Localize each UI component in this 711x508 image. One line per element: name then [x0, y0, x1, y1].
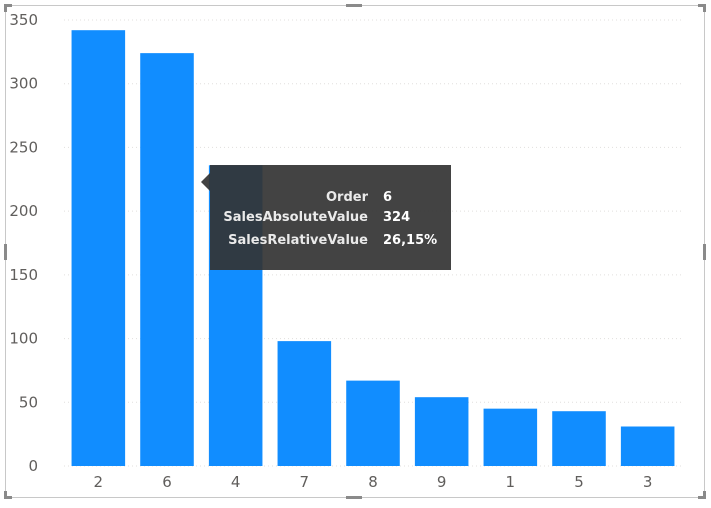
resize-handle-bottom-left-v[interactable] — [4, 491, 7, 499]
resize-handle-top-right[interactable] — [698, 4, 706, 7]
tooltip: Order 6 SalesAbsoluteValue 324 SalesRela… — [201, 165, 451, 270]
bar-7[interactable] — [277, 341, 332, 466]
y-tick-label: 50 — [19, 393, 38, 411]
bar-3[interactable] — [620, 426, 675, 466]
bar-2[interactable] — [71, 30, 126, 467]
bar-5[interactable] — [552, 411, 606, 466]
x-tick-label: 6 — [162, 473, 172, 491]
resize-handle-bottom-right[interactable] — [698, 496, 706, 499]
x-tick-label: 7 — [300, 473, 310, 491]
x-tick-label: 3 — [643, 473, 653, 491]
x-tick-label: 8 — [368, 473, 378, 491]
tooltip-key: SalesRelativeValue — [228, 233, 368, 248]
resize-handle-top-left[interactable] — [4, 4, 12, 7]
y-tick-label: 250 — [9, 138, 38, 156]
resize-handle-top-right-v[interactable] — [703, 4, 706, 12]
tooltip-row-order: Order 6 — [210, 188, 451, 208]
resize-handle-left[interactable] — [4, 244, 7, 260]
x-tick-label: 9 — [437, 473, 447, 491]
resize-handle-bottom-left[interactable] — [4, 496, 12, 499]
resize-handle-right[interactable] — [703, 244, 706, 260]
y-axis: 0 50 100 150 200 250 300 350 — [9, 11, 38, 475]
bar-9[interactable] — [414, 397, 469, 466]
x-tick-label: 2 — [94, 473, 104, 491]
y-tick-label: 200 — [9, 202, 38, 220]
y-tick-label: 100 — [9, 330, 38, 348]
x-tick-label: 4 — [231, 473, 241, 491]
tooltip-key: Order — [326, 190, 368, 205]
y-tick-label: 300 — [9, 75, 38, 93]
bar-8[interactable] — [346, 380, 400, 466]
resize-handle-bottom-right-v[interactable] — [703, 491, 706, 499]
tooltip-row-sales-absolute: SalesAbsoluteValue 324 — [210, 208, 451, 228]
resize-handle-bottom[interactable] — [346, 496, 362, 499]
tooltip-value: 26,15% — [383, 233, 438, 248]
x-tick-label: 5 — [574, 473, 584, 491]
tooltip-value: 6 — [383, 190, 393, 205]
resize-handle-top-left-v[interactable] — [4, 4, 7, 12]
x-tick-label: 1 — [506, 473, 516, 491]
bar-1[interactable] — [483, 408, 538, 466]
bar-6[interactable] — [140, 53, 194, 466]
y-tick-label: 0 — [28, 457, 38, 475]
tooltip-value: 324 — [383, 210, 411, 225]
y-tick-label: 350 — [9, 11, 38, 29]
resize-handle-top[interactable] — [346, 4, 362, 7]
tooltip-pointer — [201, 173, 210, 191]
tooltip-key: SalesAbsoluteValue — [223, 210, 368, 225]
y-tick-label: 150 — [9, 266, 38, 284]
x-axis: 2 6 4 7 8 9 1 5 3 — [94, 473, 653, 491]
tooltip-row-sales-relative: SalesRelativeValue 26,15% — [210, 231, 451, 251]
